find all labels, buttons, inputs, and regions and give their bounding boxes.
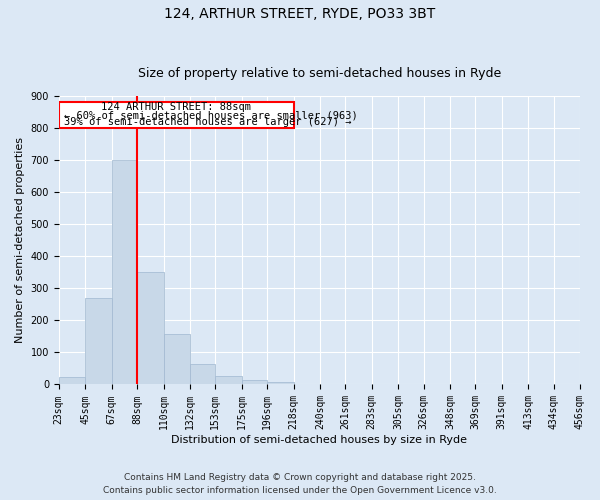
Bar [59,378,85,384]
Title: Size of property relative to semi-detached houses in Ryde: Size of property relative to semi-detach… [138,66,501,80]
X-axis label: Distribution of semi-detached houses by size in Ryde: Distribution of semi-detached houses by … [172,435,467,445]
Bar [215,376,242,384]
Text: 39% of semi-detached houses are larger (627) →: 39% of semi-detached houses are larger (… [64,118,351,128]
Bar [190,364,215,384]
Text: Contains HM Land Registry data © Crown copyright and database right 2025.
Contai: Contains HM Land Registry data © Crown c… [103,474,497,495]
Bar [164,334,190,384]
Text: 124, ARTHUR STREET, RYDE, PO33 3BT: 124, ARTHUR STREET, RYDE, PO33 3BT [164,8,436,22]
Text: 124 ARTHUR STREET: 88sqm: 124 ARTHUR STREET: 88sqm [101,102,251,113]
Bar [85,298,112,384]
Bar [242,380,267,384]
Bar [59,102,293,128]
Bar [267,382,293,384]
Bar [137,272,164,384]
Bar [112,160,137,384]
Y-axis label: Number of semi-detached properties: Number of semi-detached properties [15,137,25,343]
Text: ← 60% of semi-detached houses are smaller (963): ← 60% of semi-detached houses are smalle… [64,110,358,120]
